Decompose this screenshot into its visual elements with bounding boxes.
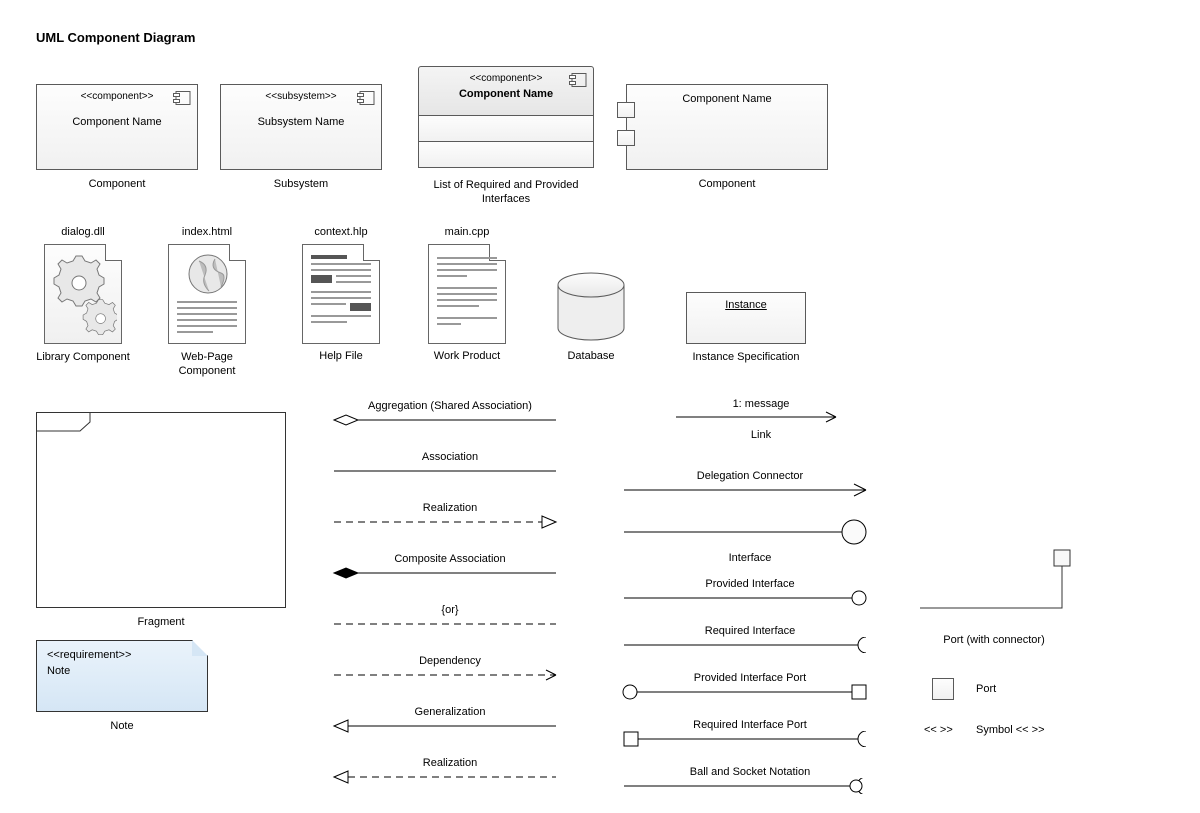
connector-association: Association — [330, 451, 570, 484]
connector-aggregation: Aggregation (Shared Association) — [330, 400, 570, 433]
help-caption: Help File — [292, 350, 390, 362]
subsystem-box: <<subsystem>> Subsystem Name — [220, 84, 382, 170]
note-stereo: <<requirement>> — [37, 641, 207, 663]
connector-provided-port: Provided Interface Port — [620, 672, 880, 705]
connector-label: Realization — [330, 502, 570, 514]
link-connector: 1: message Link — [676, 398, 846, 441]
library-caption: Library Component — [36, 350, 130, 364]
connector-provided: Provided Interface — [620, 578, 880, 611]
port-connector-caption: Port (with connector) — [914, 634, 1074, 646]
component-icon — [357, 91, 375, 105]
connector-label: Ball and Socket Notation — [620, 766, 880, 778]
globe-icon — [187, 253, 229, 295]
database-caption: Database — [548, 350, 634, 362]
port-box — [932, 678, 954, 700]
file-label: index.html — [164, 226, 250, 238]
connector-ball-socket: Ball and Socket Notation — [620, 766, 880, 799]
connector-label: Required Interface Port — [620, 719, 880, 731]
library-doc — [44, 244, 122, 344]
link-message: 1: message — [676, 398, 846, 410]
webpage-doc — [168, 244, 246, 344]
work-caption: Work Product — [418, 350, 516, 362]
instance-caption: Instance Specification — [686, 350, 806, 364]
link-caption: Link — [676, 429, 846, 441]
component-icon — [173, 91, 191, 105]
help-doc — [302, 244, 380, 344]
webpage-caption: Web-Page Component — [158, 350, 256, 379]
subsystem-caption: Subsystem — [220, 178, 382, 190]
component-box: <<component>> Component Name — [36, 84, 198, 170]
connector-label: Composite Association — [330, 553, 570, 565]
connector-label: Delegation Connector — [620, 470, 880, 482]
port-caption: Port — [976, 683, 1036, 695]
connector-delegation: Delegation Connector — [620, 470, 880, 503]
connector-required-port: Required Interface Port — [620, 719, 880, 752]
connector-interface: Interface — [620, 517, 880, 564]
connector-generalization: Generalization — [330, 706, 570, 739]
connector-realization2: Realization — [330, 757, 570, 790]
list-stereo: <<component>> — [419, 67, 593, 84]
component-ports-name: Component Name — [627, 85, 827, 105]
file-label: dialog.dll — [40, 226, 126, 238]
connector-composite: Composite Association — [330, 553, 570, 586]
list-box: <<component>> Component Name — [418, 66, 594, 168]
list-caption: List of Required and Provided Interfaces — [418, 178, 594, 207]
connector-required: Required Interface — [620, 625, 880, 658]
connector-label: Interface — [620, 552, 880, 564]
connector-or: {or} — [330, 604, 570, 637]
component-ports-caption: Component — [626, 178, 828, 190]
port-connector-icon — [914, 548, 1074, 628]
port-icon — [617, 102, 635, 118]
instance-box: Instance — [686, 292, 806, 344]
connector-label: Realization — [330, 757, 570, 769]
note-box: <<requirement>> Note — [36, 640, 208, 712]
connector-label: Provided Interface Port — [620, 672, 880, 684]
database-icon — [554, 272, 628, 342]
file-label: context.hlp — [298, 226, 384, 238]
fragment-box — [36, 412, 286, 608]
note-caption: Note — [36, 720, 208, 732]
symbol-left: << >> — [924, 724, 974, 736]
port-icon — [617, 130, 635, 146]
gear-icon — [51, 255, 117, 337]
connector-label: {or} — [330, 604, 570, 616]
connector-label: Generalization — [330, 706, 570, 718]
component-icon — [569, 73, 587, 87]
list-name: Component Name — [419, 84, 593, 104]
connector-realization1: Realization — [330, 502, 570, 535]
connector-label: Association — [330, 451, 570, 463]
instance-name: Instance — [687, 293, 805, 311]
component-ports-box: Component Name — [626, 84, 828, 170]
symbol-caption: Symbol << >> — [976, 724, 1076, 736]
component-caption: Component — [36, 178, 198, 190]
file-label: main.cpp — [424, 226, 510, 238]
connector-label: Dependency — [330, 655, 570, 667]
note-text: Note — [37, 663, 207, 679]
page-title: UML Component Diagram — [36, 30, 195, 45]
connector-label: Aggregation (Shared Association) — [330, 400, 570, 412]
connector-dependency: Dependency — [330, 655, 570, 688]
fragment-caption: Fragment — [36, 616, 286, 628]
component-name: Component Name — [37, 102, 197, 142]
work-doc — [428, 244, 506, 344]
connector-label: Provided Interface — [620, 578, 880, 590]
subsystem-name: Subsystem Name — [221, 102, 381, 142]
connector-label: Required Interface — [620, 625, 880, 637]
